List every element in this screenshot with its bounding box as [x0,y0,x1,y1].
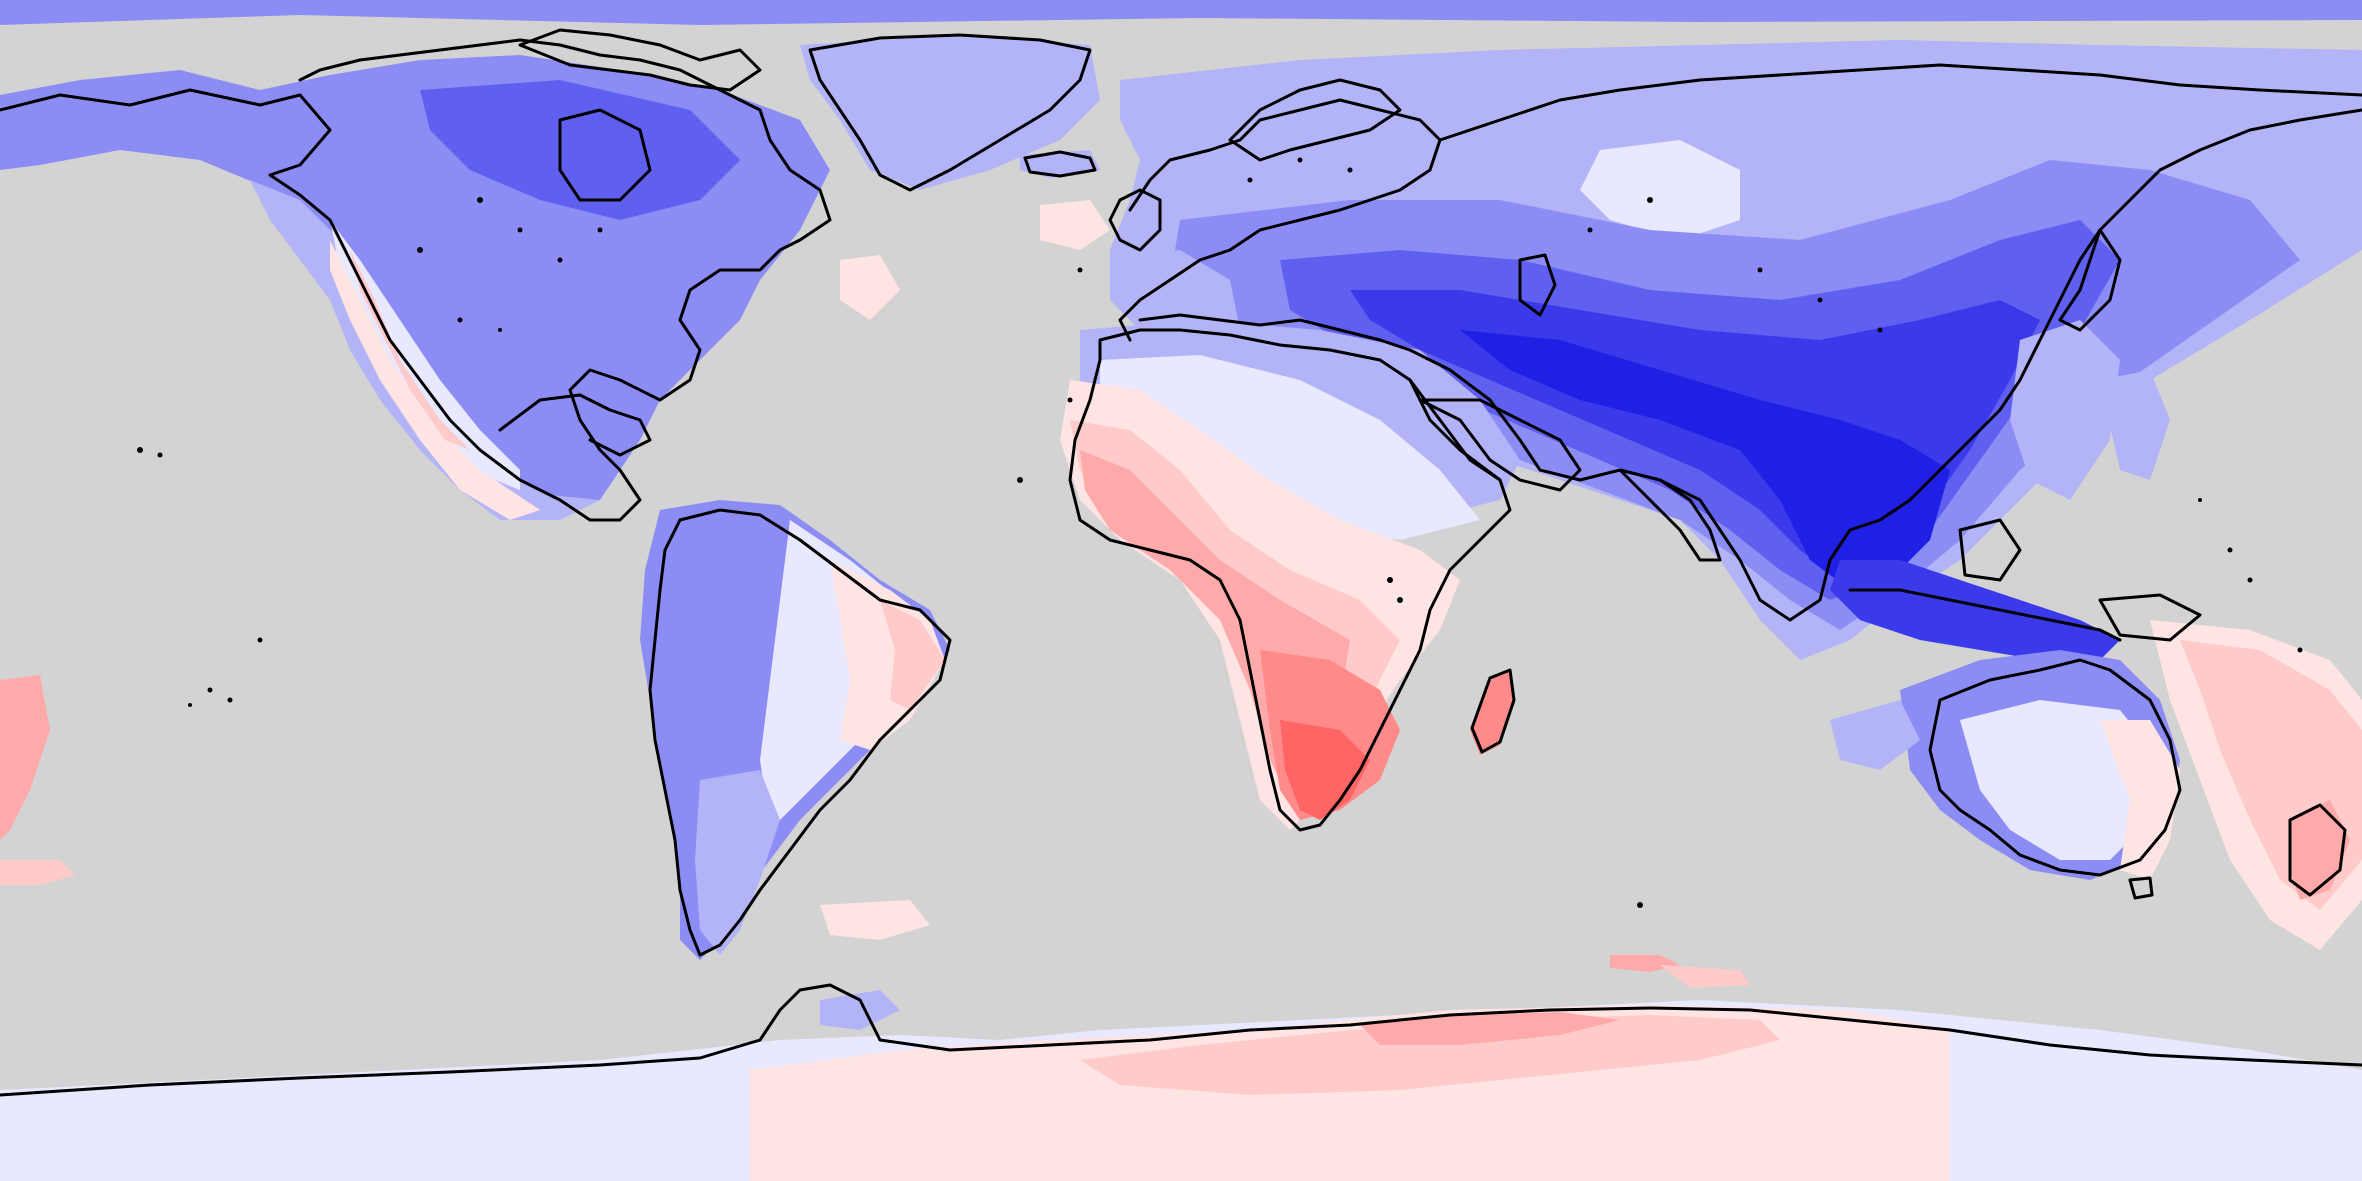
west-pacific-light [2100,370,2170,480]
west-edge-pink-2 [0,860,75,885]
coastline-asia [1408,108,2362,622]
coastline-arabia [1418,398,1582,492]
island-dot [1637,902,1643,908]
coastline-japan [2058,228,2122,332]
eurasia-blue-6 [1460,330,1950,590]
coastline-siberia-north [1438,63,2362,142]
antarctica-pink-2 [1080,1015,1780,1095]
coastline-antarctica [0,983,2362,1097]
coastline-iceland [1023,150,1097,178]
coastline-indonesia [1848,588,2122,642]
island-dot [1067,397,1073,403]
lake-dot [517,227,523,233]
southern-islands-pink-2 [1660,965,1750,988]
lake-dot [557,257,563,263]
island-dot [2247,577,2253,583]
coastline-scandinavia [1228,78,1402,162]
patagonia-light [695,770,780,955]
coastline-europe [1118,98,1442,342]
coastline-india [1618,468,1722,562]
lake-dot [1877,327,1883,333]
coastline-greenland [808,33,1092,192]
coastline-madagascar [1470,668,1516,754]
brazil-pink-2 [880,600,945,710]
lake-dot [1297,157,1303,163]
coastline-north-america [0,38,832,522]
coastline-borneo [1958,518,2022,582]
atlantic-pink-patch-2 [1040,200,1110,250]
japan-philippines-pale [2010,320,2120,500]
canada-dark [420,80,740,220]
coastline-africa [1068,328,1512,832]
island-dot [207,687,213,693]
lake-dot [1247,177,1253,183]
lake-dot [1347,167,1353,173]
south-atlantic-pink [820,900,930,940]
lake-dot [1647,197,1653,203]
islands-and-lakes [137,157,2303,908]
antarctica-blue-patch [820,990,900,1030]
island-dot [137,447,143,453]
north-america-west-pale [330,220,520,490]
indonesia-fill [1830,560,2120,660]
coastline-australia [1928,658,2182,877]
atlantic-pink-patch [840,255,900,320]
coastline-gulf-mexico [498,393,652,457]
southern-africa-red5 [1280,720,1370,820]
lake-dot [597,227,603,233]
lake-dot [1817,297,1823,303]
siberia-pale [1580,140,1740,240]
island-dot [227,697,233,703]
australia-west-light [1830,700,1920,770]
coastline-layer [0,28,2362,1097]
island-dot [2198,498,2202,502]
island-dot [257,637,263,643]
coastline-caspian [1518,253,1557,317]
arctic-band [0,0,2362,25]
coastline-new-guinea [2098,593,2202,642]
lake-dot [1757,267,1763,273]
lake-dot [1587,227,1593,233]
lake-dot [477,197,483,203]
island-dot [2297,647,2303,653]
lake-dot [498,328,502,332]
lake-dot [1387,577,1393,583]
southern-islands-pink [1610,955,1680,972]
lake-dot [457,317,463,323]
island-dot [1077,267,1083,273]
coastline-tasmania [2128,876,2154,900]
west-edge-pink [0,675,50,840]
coastline-south-america [648,508,952,957]
coastline-mediterranean [1138,313,1412,352]
lake-dot [417,247,423,253]
lake-dot [1397,597,1403,603]
antarctica-red [1360,1012,1620,1045]
island-dot [188,703,192,707]
island-dot [2227,547,2233,553]
island-dot [157,452,163,458]
island-dot [1017,477,1023,483]
coastline-arctic-islands [518,28,762,92]
coastline-hudson-bay [558,108,652,202]
australia-east-pink [2100,720,2180,880]
coastline-british-isles [1108,188,1162,252]
coastline-new-zealand [2288,803,2347,897]
greenland-fill [800,35,1100,190]
